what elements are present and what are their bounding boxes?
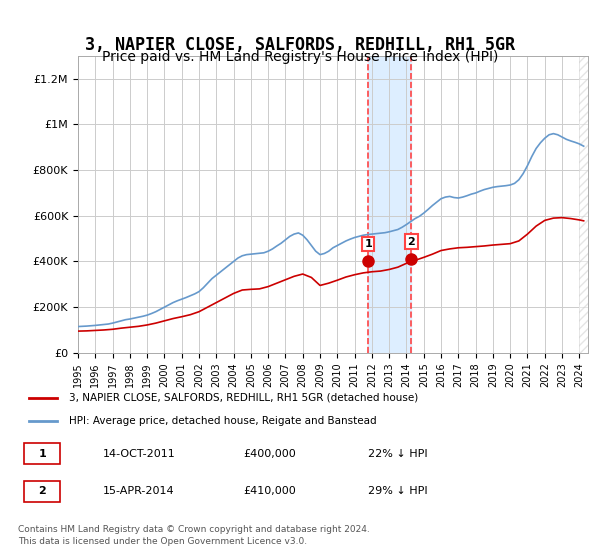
Text: Price paid vs. HM Land Registry's House Price Index (HPI): Price paid vs. HM Land Registry's House …: [102, 50, 498, 64]
Text: 15-APR-2014: 15-APR-2014: [103, 487, 174, 497]
Text: 29% ↓ HPI: 29% ↓ HPI: [368, 487, 427, 497]
Bar: [368, 56, 412, 353]
Text: 1: 1: [364, 239, 372, 249]
Text: £410,000: £410,000: [244, 487, 296, 497]
Text: £400,000: £400,000: [244, 449, 296, 459]
FancyBboxPatch shape: [23, 443, 60, 464]
Text: 3, NAPIER CLOSE, SALFORDS, REDHILL, RH1 5GR: 3, NAPIER CLOSE, SALFORDS, REDHILL, RH1 …: [85, 36, 515, 54]
Text: 2: 2: [407, 237, 415, 246]
Text: 1: 1: [38, 449, 46, 459]
Text: 14-OCT-2011: 14-OCT-2011: [103, 449, 175, 459]
Text: 3, NAPIER CLOSE, SALFORDS, REDHILL, RH1 5GR (detached house): 3, NAPIER CLOSE, SALFORDS, REDHILL, RH1 …: [69, 393, 418, 403]
Text: HPI: Average price, detached house, Reigate and Banstead: HPI: Average price, detached house, Reig…: [69, 417, 376, 426]
Text: 22% ↓ HPI: 22% ↓ HPI: [368, 449, 427, 459]
Text: Contains HM Land Registry data © Crown copyright and database right 2024.
This d: Contains HM Land Registry data © Crown c…: [18, 525, 370, 546]
Text: 2: 2: [38, 487, 46, 497]
FancyBboxPatch shape: [23, 481, 60, 502]
